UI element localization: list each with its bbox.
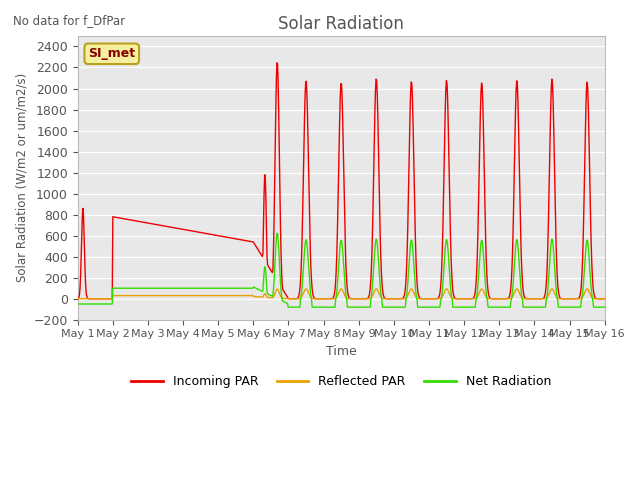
- Text: SI_met: SI_met: [88, 48, 135, 60]
- Title: Solar Radiation: Solar Radiation: [278, 15, 404, 33]
- Text: No data for f_DfPar: No data for f_DfPar: [13, 14, 125, 27]
- Y-axis label: Solar Radiation (W/m2 or um/m2/s): Solar Radiation (W/m2 or um/m2/s): [15, 73, 28, 282]
- X-axis label: Time: Time: [326, 345, 356, 358]
- Legend: Incoming PAR, Reflected PAR, Net Radiation: Incoming PAR, Reflected PAR, Net Radiati…: [126, 370, 556, 393]
